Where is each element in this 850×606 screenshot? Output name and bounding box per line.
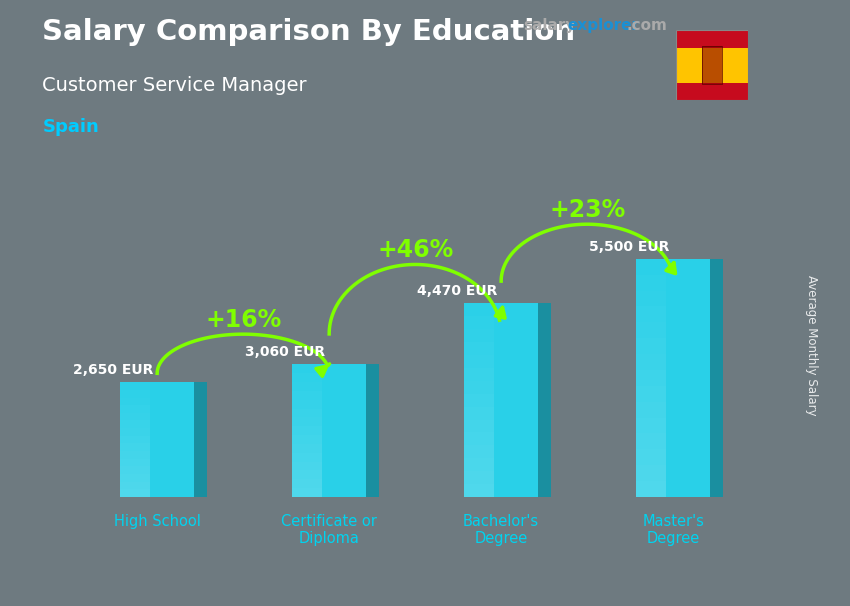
Text: 2,650 EUR: 2,650 EUR xyxy=(72,363,153,377)
Text: 3,060 EUR: 3,060 EUR xyxy=(245,345,325,359)
Bar xyxy=(636,418,666,433)
Bar xyxy=(120,421,150,428)
Bar xyxy=(292,426,321,435)
Bar xyxy=(464,329,494,342)
Polygon shape xyxy=(195,382,207,497)
Bar xyxy=(292,479,321,488)
Text: Salary Comparison By Education: Salary Comparison By Education xyxy=(42,18,575,46)
Bar xyxy=(636,449,666,465)
Bar xyxy=(120,398,150,405)
Bar xyxy=(292,400,321,408)
Bar xyxy=(292,373,321,382)
Bar xyxy=(636,433,666,449)
Bar xyxy=(636,370,666,386)
Bar xyxy=(120,382,195,497)
Bar xyxy=(464,342,494,355)
Bar xyxy=(636,322,666,338)
Bar xyxy=(292,408,321,418)
Bar xyxy=(464,458,494,471)
Bar xyxy=(120,489,150,497)
Text: .com: .com xyxy=(626,18,667,33)
Bar xyxy=(636,259,666,275)
Bar xyxy=(292,453,321,462)
Text: Average Monthly Salary: Average Monthly Salary xyxy=(805,275,819,416)
Text: +23%: +23% xyxy=(549,198,626,222)
Bar xyxy=(464,394,494,407)
Bar xyxy=(464,381,494,394)
Bar xyxy=(292,382,321,391)
Bar xyxy=(464,484,494,497)
Bar xyxy=(464,304,538,497)
Bar xyxy=(636,338,666,354)
Text: Customer Service Manager: Customer Service Manager xyxy=(42,76,307,95)
Bar xyxy=(120,474,150,482)
Bar xyxy=(636,402,666,418)
Bar xyxy=(120,444,150,451)
Bar xyxy=(636,259,711,497)
Text: salary: salary xyxy=(523,18,575,33)
Bar xyxy=(636,465,666,481)
Bar xyxy=(464,407,494,419)
Bar xyxy=(292,364,366,497)
Bar xyxy=(120,467,150,474)
Bar xyxy=(464,433,494,445)
Bar xyxy=(120,390,150,398)
Bar xyxy=(120,413,150,421)
Bar xyxy=(636,354,666,370)
Bar xyxy=(464,316,494,329)
Bar xyxy=(636,307,666,322)
Bar xyxy=(702,46,722,84)
Bar xyxy=(120,482,150,489)
Bar xyxy=(636,275,666,291)
Bar xyxy=(464,471,494,484)
Bar xyxy=(636,291,666,307)
Polygon shape xyxy=(711,259,723,497)
Bar xyxy=(120,382,150,390)
Bar xyxy=(120,459,150,467)
Text: explorer: explorer xyxy=(568,18,640,33)
Text: 5,500 EUR: 5,500 EUR xyxy=(588,239,669,254)
Bar xyxy=(292,364,321,373)
Bar xyxy=(636,481,666,497)
Polygon shape xyxy=(538,304,552,497)
Bar xyxy=(292,391,321,400)
Bar xyxy=(292,470,321,479)
Text: +16%: +16% xyxy=(205,308,281,331)
Text: 4,470 EUR: 4,470 EUR xyxy=(416,284,497,298)
Bar xyxy=(464,355,494,368)
Bar xyxy=(120,451,150,459)
Bar xyxy=(120,436,150,444)
Bar xyxy=(292,444,321,453)
Bar xyxy=(676,30,748,48)
Bar xyxy=(702,46,722,84)
Bar xyxy=(120,405,150,413)
Bar xyxy=(464,445,494,458)
Polygon shape xyxy=(366,364,379,497)
Text: Spain: Spain xyxy=(42,118,99,136)
Bar xyxy=(292,418,321,426)
Bar xyxy=(464,368,494,381)
Bar xyxy=(120,428,150,436)
Text: +46%: +46% xyxy=(377,238,453,262)
Bar xyxy=(464,304,494,316)
Bar xyxy=(292,462,321,470)
Bar xyxy=(292,435,321,444)
Bar xyxy=(676,48,748,82)
Bar xyxy=(636,386,666,402)
Bar xyxy=(676,82,748,100)
Bar xyxy=(464,419,494,433)
Bar xyxy=(292,488,321,497)
